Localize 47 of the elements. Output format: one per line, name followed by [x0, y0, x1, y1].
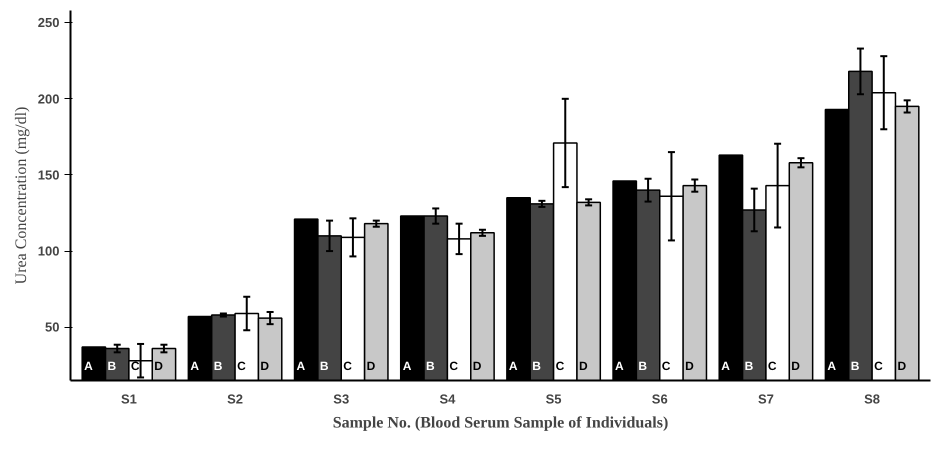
x-tick-label: S7 [758, 392, 774, 406]
y-tick-label: 200 [38, 91, 60, 106]
text: A [190, 359, 200, 374]
text: C [556, 359, 564, 374]
x-tick-label: S1 [120, 392, 137, 406]
x-tick-label: S5 [546, 392, 562, 406]
x-axis-title: Sample No. (Blood Serum Sample of Individuals) [332, 414, 668, 432]
y-axis-title: Urea Concentration (mg/dl) [12, 106, 30, 284]
text: D [897, 359, 906, 374]
text: C [237, 359, 246, 374]
text: D [366, 359, 376, 374]
text: A [827, 359, 836, 374]
text: B [850, 359, 860, 374]
y-tick-label: 50 [45, 320, 60, 335]
text: A [615, 359, 624, 374]
series-label: C [130, 359, 140, 374]
text: A [296, 359, 306, 374]
text: C [874, 359, 883, 374]
x-tick-label: S2 [227, 392, 244, 406]
text: C [768, 359, 777, 374]
text: C [449, 359, 458, 374]
text: D [685, 359, 694, 374]
text: B [214, 359, 222, 374]
x-tick-label: S6 [652, 392, 668, 406]
text: A [721, 359, 730, 374]
text: A [402, 359, 412, 374]
text: D [260, 359, 270, 374]
text: B [638, 359, 648, 374]
y-tick-label: 150 [38, 167, 60, 182]
text: B [426, 359, 435, 374]
text: B [320, 359, 329, 374]
x-tick-label: S8 [864, 392, 880, 406]
text: B [744, 359, 754, 374]
series-label: D [154, 359, 164, 374]
text: D [578, 359, 588, 374]
text: C [343, 359, 352, 374]
text: D [472, 359, 482, 374]
text: B [532, 359, 541, 374]
x-tick-label: S3 [333, 392, 350, 406]
x-tick-label: S4 [439, 392, 456, 406]
series-label: A [84, 359, 94, 374]
text: C [662, 359, 670, 374]
text: A [508, 359, 518, 374]
text: D [791, 359, 800, 374]
y-tick-label: 100 [38, 244, 60, 259]
y-tick-label: 250 [38, 15, 60, 30]
series-label: B [108, 359, 117, 374]
